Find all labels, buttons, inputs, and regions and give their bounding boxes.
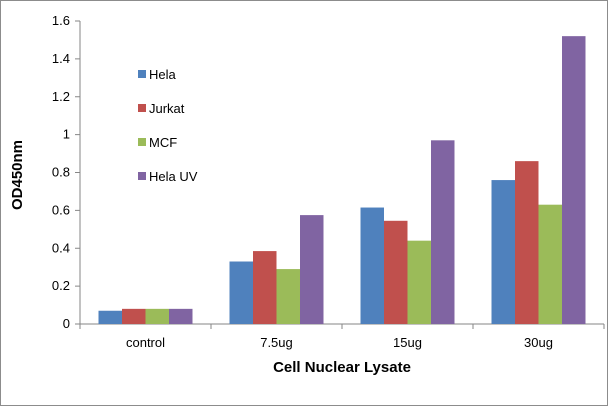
axes: 0 0.2 0.4 0.6 0.8 1 1.2 1.4 1.6 control 7.5ug 15ug 3… [52, 13, 605, 350]
bar-mcf [276, 269, 300, 324]
legend-label: Hela UV [149, 169, 198, 184]
legend-label: MCF [149, 135, 177, 150]
x-tick-label: 30ug [524, 335, 553, 350]
legend-swatch [138, 104, 146, 112]
bar-hela-uv [300, 215, 324, 324]
x-tick-label: 15ug [393, 335, 422, 350]
y-tick-label: 1.4 [52, 51, 70, 66]
bar-hela [98, 310, 122, 324]
legend-swatch [138, 70, 146, 78]
bar-hela [360, 207, 384, 324]
y-tick-label: 1 [63, 127, 70, 142]
bar-jurkat [253, 251, 277, 324]
bar-hela-uv [431, 140, 455, 324]
y-tick-label: 0.2 [52, 278, 70, 293]
y-tick-label: 0.4 [52, 240, 70, 255]
bar-jurkat [122, 308, 146, 324]
y-tick-label: 1.6 [52, 13, 70, 28]
legend-swatch [138, 138, 146, 146]
bars [98, 36, 586, 325]
x-axis-label: Cell Nuclear Lysate [273, 359, 411, 376]
bar-hela-uv [169, 308, 193, 324]
bar-jurkat [384, 220, 408, 324]
x-tick-label: 7.5ug [260, 335, 293, 350]
y-tick-label: 0.8 [52, 165, 70, 180]
bar-mcf [538, 204, 562, 324]
legend-label: Hela [149, 67, 177, 82]
y-tick-label: 1.2 [52, 89, 70, 104]
legend: Hela Jurkat MCF Hela UV [138, 67, 198, 184]
bar-hela [229, 261, 253, 324]
y-tick-label: 0.6 [52, 202, 70, 217]
bar-mcf [145, 308, 169, 324]
y-tick-label: 0 [63, 316, 70, 331]
bar-mcf [407, 240, 431, 324]
legend-swatch [138, 172, 146, 180]
bar-hela [491, 180, 515, 324]
y-axis-label: OD450nm [9, 140, 26, 210]
bar-hela-uv [562, 36, 586, 325]
legend-label: Jurkat [149, 101, 185, 116]
x-tick-label: control [126, 335, 165, 350]
bar-jurkat [515, 161, 539, 324]
